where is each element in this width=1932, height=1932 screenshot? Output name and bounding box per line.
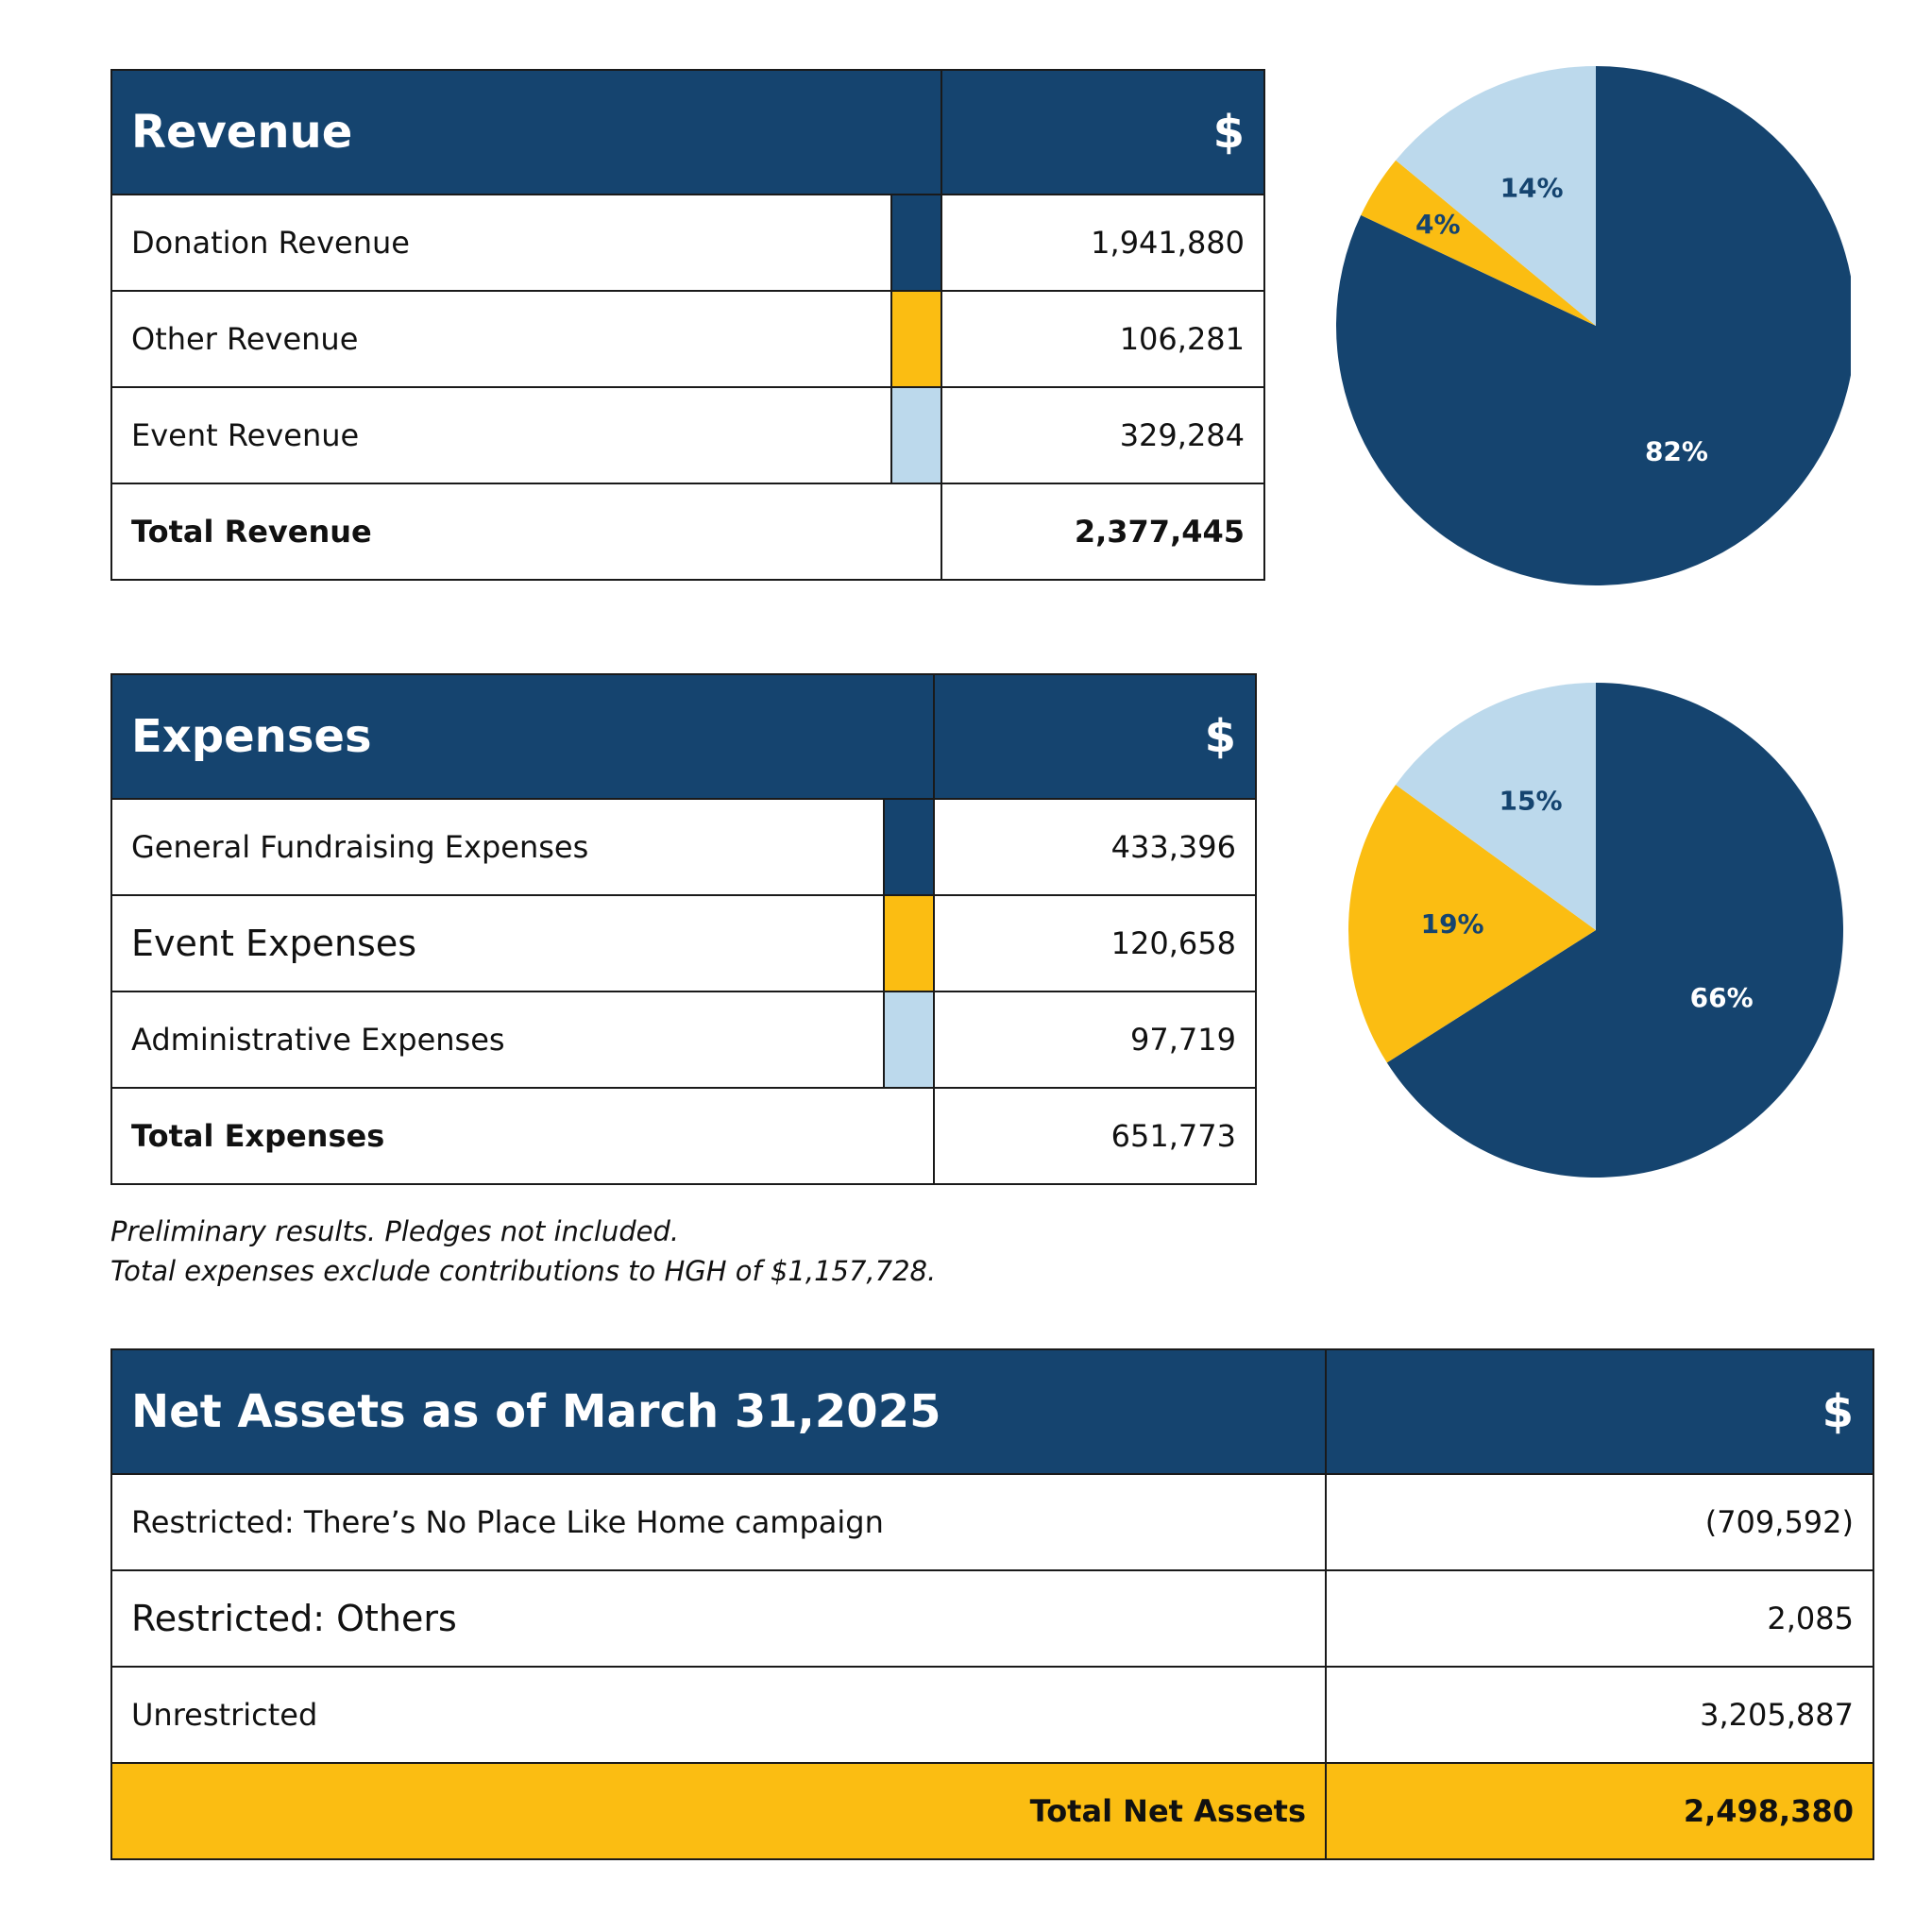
total-expenses-value: 651,773 xyxy=(933,1087,1257,1185)
total-row: Total Net Assets 2,498,380 xyxy=(110,1762,1874,1860)
pie-percent-label: 4% xyxy=(1415,209,1461,240)
table-row: Unrestricted 3,205,887 xyxy=(110,1666,1874,1764)
table-row: Administrative Expenses 97,719 xyxy=(110,991,1257,1089)
event-expenses-slice xyxy=(1348,785,1596,1063)
administrative-expenses-slice xyxy=(1396,683,1596,930)
row-value: 329,284 xyxy=(941,386,1266,484)
expenses-header-row: Expenses $ xyxy=(110,673,1257,800)
footnote-line-2: Total expenses exclude contributions to … xyxy=(110,1255,937,1287)
legend-swatch-gold xyxy=(883,894,935,992)
row-label: General Fundraising Expenses xyxy=(110,798,885,896)
row-label: Unrestricted xyxy=(110,1666,1327,1764)
expenses-pie-chart: 66% 19% 15% xyxy=(1348,683,1843,1178)
table-row: Event Expenses 120,658 xyxy=(110,894,1257,992)
row-value: 433,396 xyxy=(933,798,1257,896)
revenue-pie-chart: 82% 4% 14% xyxy=(1336,66,1851,585)
row-value: 97,719 xyxy=(933,991,1257,1089)
row-value: 3,205,887 xyxy=(1325,1666,1874,1764)
table-row: General Fundraising Expenses 433,396 xyxy=(110,798,1257,896)
table-row: Restricted: Others 2,085 xyxy=(110,1569,1874,1668)
total-net-assets-value: 2,498,380 xyxy=(1325,1762,1874,1860)
legend-swatch-light-blue xyxy=(883,991,935,1089)
footnote-line-1: Preliminary results. Pledges not include… xyxy=(110,1215,680,1247)
total-row: Total Expenses 651,773 xyxy=(110,1087,1257,1185)
expenses-table: Expenses $ General Fundraising Expenses … xyxy=(110,673,1257,1185)
legend-swatch-gold xyxy=(890,290,943,388)
table-row: Restricted: There’s No Place Like Home c… xyxy=(110,1473,1874,1571)
expenses-currency-header: $ xyxy=(933,673,1257,800)
row-value: 2,085 xyxy=(1325,1569,1874,1668)
legend-swatch-navy xyxy=(883,798,935,896)
pie-percent-label: 15% xyxy=(1499,786,1562,817)
net-assets-header-row: Net Assets as of March 31,2025 $ xyxy=(110,1348,1874,1475)
pie-percent-label: 14% xyxy=(1500,173,1564,204)
revenue-table: Revenue $ Donation Revenue 1,941,880 Oth… xyxy=(110,69,1266,581)
row-label: Event Expenses xyxy=(110,894,885,992)
table-row: Event Revenue 329,284 xyxy=(110,386,1266,484)
other-revenue-slice xyxy=(1361,160,1596,326)
revenue-currency-header: $ xyxy=(941,69,1266,195)
footnote: Preliminary results. Pledges not include… xyxy=(110,1212,936,1291)
row-value: 106,281 xyxy=(941,290,1266,388)
net-assets-currency-header: $ xyxy=(1325,1348,1874,1475)
row-label: Event Revenue xyxy=(110,386,892,484)
pie-percent-label: 82% xyxy=(1645,436,1708,467)
net-assets-title: Net Assets as of March 31,2025 xyxy=(110,1348,1327,1475)
row-label: Other Revenue xyxy=(110,290,892,388)
revenue-header-row: Revenue $ xyxy=(110,69,1266,195)
pie-percent-label: 19% xyxy=(1421,908,1484,940)
row-value: 1,941,880 xyxy=(941,194,1266,292)
total-expenses-label: Total Expenses xyxy=(110,1087,935,1185)
total-net-assets-label: Total Net Assets xyxy=(110,1762,1327,1860)
total-row: Total Revenue 2,377,445 xyxy=(110,483,1266,581)
row-value: (709,592) xyxy=(1325,1473,1874,1571)
pie-percent-label: 66% xyxy=(1690,982,1754,1013)
table-row: Donation Revenue 1,941,880 xyxy=(110,194,1266,292)
net-assets-table: Net Assets as of March 31,2025 $ Restric… xyxy=(110,1348,1874,1860)
table-row: Other Revenue 106,281 xyxy=(110,290,1266,388)
row-label: Donation Revenue xyxy=(110,194,892,292)
row-value: 120,658 xyxy=(933,894,1257,992)
row-label: Restricted: Others xyxy=(110,1569,1327,1668)
total-revenue-label: Total Revenue xyxy=(110,483,943,581)
row-label: Administrative Expenses xyxy=(110,991,885,1089)
general-fundraising-slice xyxy=(1386,683,1843,1178)
legend-swatch-light-blue xyxy=(890,386,943,484)
total-revenue-value: 2,377,445 xyxy=(941,483,1266,581)
revenue-title: Revenue xyxy=(110,69,943,195)
event-revenue-slice xyxy=(1396,66,1596,326)
expenses-title: Expenses xyxy=(110,673,935,800)
legend-swatch-navy xyxy=(890,194,943,292)
donation-revenue-slice xyxy=(1336,66,1851,585)
row-label: Restricted: There’s No Place Like Home c… xyxy=(110,1473,1327,1571)
